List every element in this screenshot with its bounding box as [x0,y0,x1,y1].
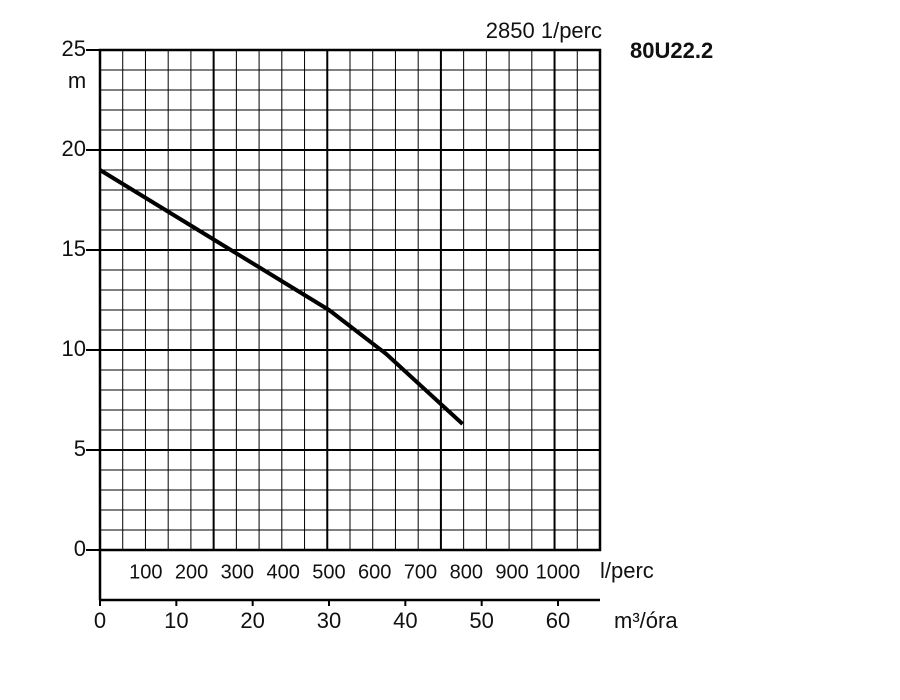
x2-axis-label: l/perc [600,558,654,583]
curve [98,168,464,426]
x-tick-label: 30 [317,608,341,633]
x2-tick-label: 400 [266,561,299,583]
y-tick-label: 20 [62,136,86,161]
x-tick-label: 60 [546,608,570,633]
y-tick-label: 15 [62,236,86,261]
x-tick-label: 50 [469,608,493,633]
x2-tick-label: 800 [450,561,483,583]
x-tick-label: 40 [393,608,417,633]
y-tick-label: 10 [62,336,86,361]
x2-tick-label: 200 [175,561,208,583]
x2-tick-label: 600 [358,561,391,583]
chart-title: 80U22.2 [630,38,713,63]
plot-frame [98,48,602,552]
x-tick-label: 10 [164,608,188,633]
y-tick-label: 25 [62,36,86,61]
x-axis-label: m³/óra [614,608,678,633]
x-tick-label: 20 [240,608,264,633]
y-axis-label: m [68,68,86,93]
x2-tick-label: 100 [129,561,162,583]
y-tick-label: 0 [74,536,86,561]
chart-subtitle: 2850 1/perc [486,18,602,43]
x-tick-label: 0 [94,608,106,633]
x2-tick-label: 1000 [536,561,581,583]
x2-tick-label: 900 [495,561,528,583]
x2-tick-label: 500 [312,561,345,583]
x2-tick-label: 700 [404,561,437,583]
x2-tick-label: 300 [221,561,254,583]
y-tick-label: 5 [74,436,86,461]
